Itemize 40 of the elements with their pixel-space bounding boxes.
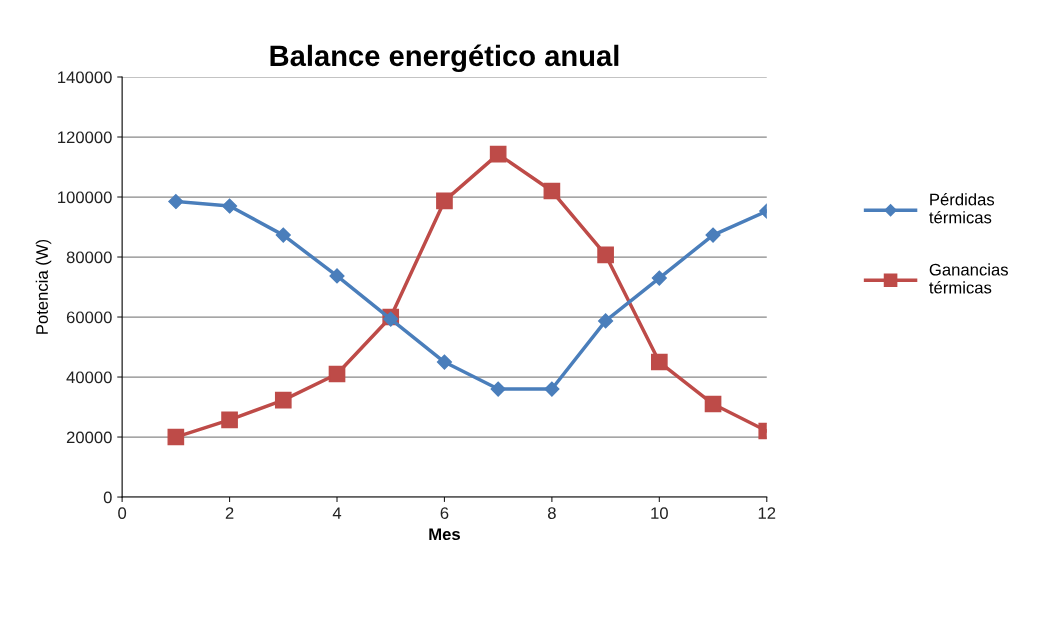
point [221,198,238,214]
x-tick-label: 12 [758,507,776,519]
y-tick-label: 20000 [66,431,112,444]
point [329,268,345,284]
point [436,354,453,370]
point [704,395,722,413]
point [650,353,668,371]
point [167,428,185,446]
x-tick-label: 8 [547,507,556,520]
point [221,411,238,429]
point [544,381,560,397]
legend-label: Ganancias térmicas [929,263,1008,294]
point [274,391,292,409]
y-tick-label: 100000 [58,191,112,204]
y-tick-label: 60000 [66,311,112,324]
y-tick-label: 0 [103,491,112,504]
x-tick-label: 6 [440,507,449,520]
x-axis-title: Mes [429,528,460,541]
x-tick-label: 10 [651,507,668,520]
point [489,145,507,163]
y-tick-label: 140000 [58,71,112,84]
legend-label: Pérdidas térmicas [929,193,995,224]
y-axis-title: Potencia (W) [35,239,52,334]
x-tick-label: 4 [332,507,342,519]
point [490,381,506,397]
chart-title: Balance energético anual [270,44,619,73]
point [651,270,667,286]
y-tick-label: 40000 [66,371,112,384]
y-tick-label: 80000 [66,251,112,264]
point [597,246,614,264]
point [705,227,721,243]
point [543,182,561,200]
point [168,193,184,210]
point [436,192,453,210]
y-tick-label: 120000 [58,131,112,144]
x-tick-label: 0 [118,507,127,520]
point [328,365,346,383]
x-tick-label: 2 [225,507,234,519]
point [598,313,614,329]
point [275,227,291,243]
